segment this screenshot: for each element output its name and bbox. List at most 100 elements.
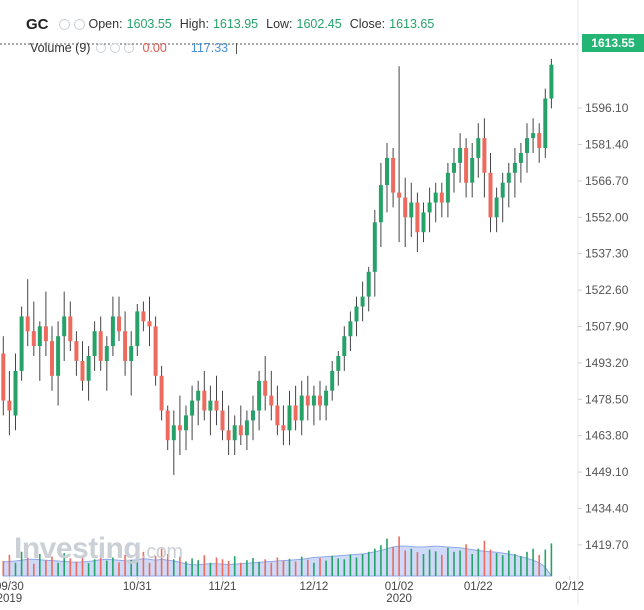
y-tick-label: 1566.70 [585, 174, 629, 188]
x-tick-label: 09/30 [0, 581, 24, 593]
high-value: 1613.95 [212, 17, 259, 31]
volume-bar [313, 562, 315, 576]
volume-bar [142, 551, 145, 576]
candle-body [518, 153, 523, 163]
volume-bar [264, 559, 266, 576]
volume-bar [428, 549, 431, 576]
candle-body [372, 222, 377, 272]
volume-bar [300, 556, 303, 576]
open-label: Open: [88, 17, 123, 31]
volume-bar [532, 548, 534, 576]
candle-body [409, 202, 414, 218]
candle-body [427, 202, 432, 213]
x-tick-label: 01/02 [385, 581, 414, 593]
candle-body [476, 138, 481, 158]
volume-bar [459, 550, 461, 576]
volume-bar [8, 554, 11, 576]
candle-body [263, 380, 268, 396]
x-tick-label: 10/31 [123, 581, 152, 593]
close-icon[interactable] [124, 43, 135, 53]
candle-body [110, 316, 115, 347]
candle-body [147, 321, 152, 327]
candle-body [165, 410, 170, 441]
y-tick-label: 1463.80 [585, 429, 629, 443]
volume-bar [130, 559, 132, 576]
volume-bar [349, 554, 352, 576]
volume-bar [282, 560, 285, 576]
candle-body [56, 336, 61, 376]
candle-body [159, 375, 164, 411]
y-tick-label: 1537.30 [585, 247, 629, 261]
volume-bar [447, 547, 449, 576]
candle-body [378, 185, 383, 223]
close-value: 1613.65 [389, 17, 435, 31]
volume-bar [69, 558, 72, 576]
volume-bar [550, 543, 553, 576]
volume-bar [514, 554, 516, 576]
y-tick-label: 1478.50 [585, 392, 629, 406]
x-tick-label: 02/12 [555, 581, 584, 593]
candle-body [50, 341, 54, 376]
settings-icon[interactable] [73, 18, 85, 30]
x-tick-year-label: 2020 [386, 593, 412, 605]
volume-bar [294, 561, 297, 576]
volume-bar [410, 548, 413, 576]
volume-bar [81, 555, 84, 576]
y-tick-label: 1596.10 [585, 101, 629, 115]
volume-bar [240, 562, 242, 576]
volume-bar [179, 556, 181, 576]
candle-body [184, 415, 188, 431]
volume-bar [355, 557, 358, 576]
volume-bar [544, 549, 547, 576]
volume-bar [203, 555, 206, 576]
candle-body [543, 98, 548, 148]
candle-body [512, 162, 517, 173]
volume-bar [20, 551, 23, 576]
eye-icon[interactable] [58, 18, 70, 30]
volume-bar [380, 545, 382, 576]
investing-watermark: Investing.com [14, 532, 183, 566]
volume-bar [453, 551, 455, 576]
volume-bar [374, 548, 376, 576]
open-value: 1603.55 [126, 17, 172, 31]
eye-icon[interactable] [96, 43, 107, 53]
candle-body [299, 395, 304, 421]
candle-body [226, 430, 231, 441]
volume-bar [434, 551, 437, 576]
candle-body [202, 390, 207, 411]
volume-bar [185, 561, 187, 576]
candle-body [281, 425, 286, 431]
candle-body [244, 420, 249, 436]
volume-bar [258, 561, 260, 576]
candle-body [135, 311, 140, 347]
candle-body [141, 311, 146, 322]
candle-body [397, 192, 402, 198]
volume-bar [87, 563, 90, 576]
candle-body [68, 316, 73, 342]
volume-bar [160, 548, 163, 576]
candle-body [13, 370, 18, 416]
volume-bar [495, 553, 498, 576]
candle-body [488, 172, 493, 218]
settings-icon[interactable] [110, 43, 121, 53]
volume-bar [14, 562, 17, 576]
candle-body [208, 400, 213, 411]
volume-bar [398, 536, 400, 576]
candle-body [537, 133, 542, 148]
candle-body [342, 336, 347, 356]
volume-bar [26, 557, 29, 576]
volume-bar [526, 551, 528, 576]
candle-body [43, 326, 48, 342]
candle-body [117, 316, 121, 332]
candle-body [318, 395, 322, 406]
volume-bar [215, 557, 218, 576]
volume-bar [93, 559, 96, 576]
volume-legend: Volume (9) 0.00 117.33 [30, 41, 238, 55]
candle-body [287, 405, 292, 431]
volume-bar [252, 558, 254, 576]
volume-bar [99, 554, 102, 576]
volume-bar [307, 559, 309, 576]
candle-body [439, 192, 444, 203]
volume-bar [2, 561, 5, 576]
